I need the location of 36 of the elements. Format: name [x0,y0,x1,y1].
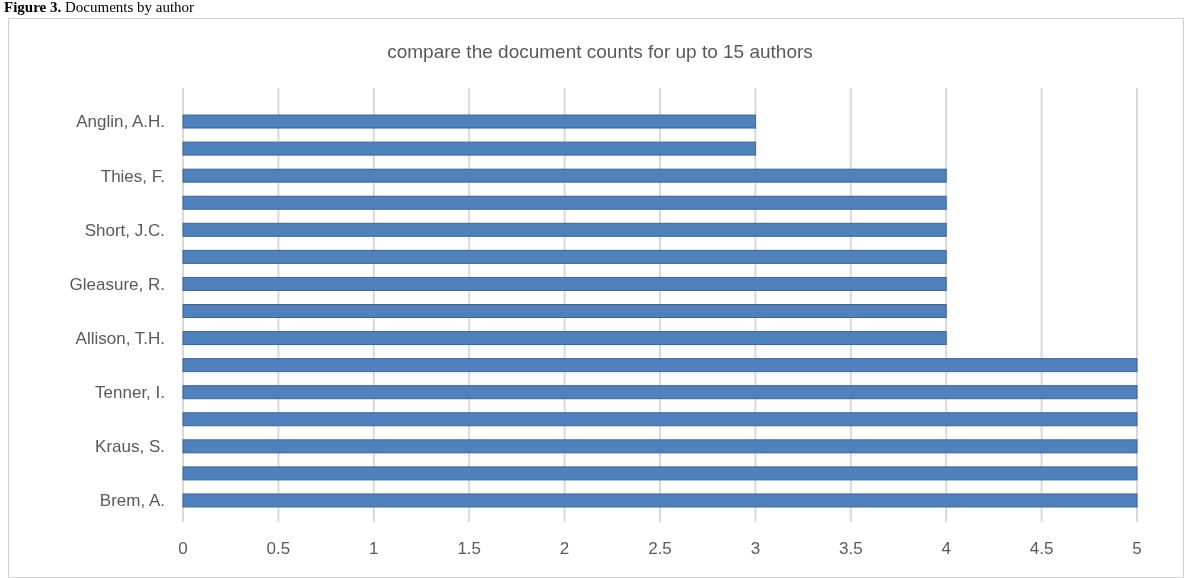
bar [182,493,1138,508]
chart-title: compare the document counts for up to 15 authors [387,41,813,62]
bar [182,249,947,264]
x-tick-label: 2.5 [648,539,672,558]
y-tick-label: Anglin, A.H. [76,112,165,132]
y-tick-label: Gleasure, R. [69,274,165,294]
bar [182,195,947,210]
x-tick-label: 5 [1132,539,1142,558]
x-tick-label: 1.5 [457,539,482,558]
x-tick-label: 4.5 [1029,539,1054,558]
bar [182,331,947,346]
bar [182,168,947,183]
bar [182,276,947,291]
bar [182,358,1138,373]
x-tick-label: 4 [941,539,951,558]
x-tick-label: 0.5 [266,539,291,558]
x-tick-label: 0 [178,539,188,558]
y-tick-label: Allison, T.H. [75,329,165,349]
y-tick-label: Thies, F. [100,166,165,186]
bar [182,114,756,129]
bar [182,304,947,318]
caption: Figure 3. Documents by author [4,0,195,15]
bar [182,141,756,156]
y-tick-label: Kraus, S. [95,437,165,457]
y-tick-label: Tenner, I. [95,383,165,403]
y-tick-label: Short, J.C. [84,220,165,240]
bar [182,222,947,237]
x-tick-label: 3 [750,539,761,558]
x-tick-label: 3.5 [838,539,863,558]
bar [182,466,1138,481]
y-tick-label: Brem, A. [99,491,165,511]
x-tick-label: 2 [559,539,570,558]
x-tick-label: 1 [369,539,379,558]
bar [182,385,1138,400]
bar [182,439,1138,454]
bar [182,412,1138,427]
